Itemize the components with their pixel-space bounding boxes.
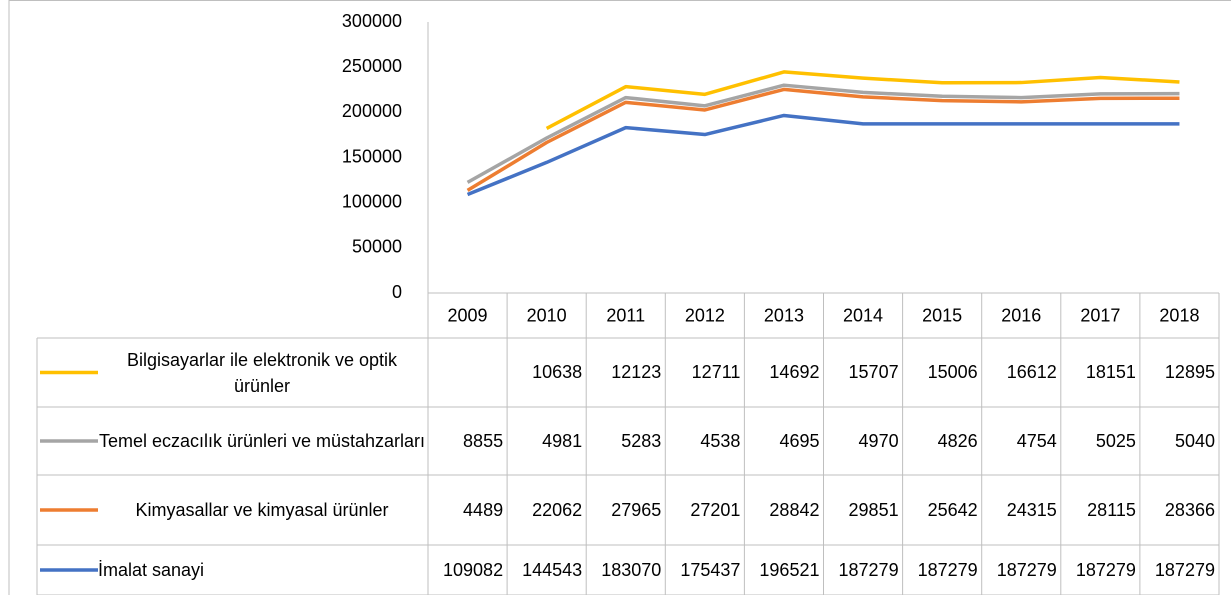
data-table-value: 175437	[680, 559, 741, 580]
series-line	[466, 87, 1180, 192]
y-tick-label: 100000	[342, 191, 402, 211]
data-table-value: 4538	[700, 430, 741, 451]
x-tick-label: 2014	[843, 305, 883, 325]
series-line	[466, 113, 1180, 197]
data-table-value: 10638	[532, 362, 583, 382]
legend-label: Temel eczacılık ürünleri ve müstahzarlar…	[98, 431, 426, 451]
data-table-value: 4826	[937, 430, 978, 451]
x-tick-label: 2018	[1159, 305, 1199, 325]
data-table-value: 5025	[1095, 430, 1136, 451]
series-line	[545, 70, 1180, 130]
data-table-value: 27965	[611, 499, 662, 520]
data-table-value: 12895	[1164, 362, 1215, 382]
data-table-value: 15006	[927, 362, 978, 382]
legend-label: Kimyasallar ve kimyasal ürünler	[135, 500, 389, 520]
legend-label: Bilgisayarlar ile elektronik ve optik ür…	[126, 349, 398, 396]
data-table-value: 5040	[1174, 430, 1215, 451]
data-table-value: 187279	[838, 559, 899, 580]
x-tick-label: 2015	[922, 305, 962, 325]
data-table-value: 5283	[621, 430, 662, 451]
y-tick-label: 0	[392, 282, 402, 302]
data-table-value: 25642	[927, 499, 978, 520]
data-table-value: 28366	[1164, 499, 1215, 520]
x-tick-label: 2016	[1001, 305, 1041, 325]
y-tick-label: 150000	[342, 146, 402, 166]
data-table-value: 4970	[858, 430, 899, 451]
data-table-value: 109082	[443, 559, 504, 580]
data-table-value: 12711	[691, 362, 741, 382]
data-table-value: 4695	[779, 430, 820, 451]
data-table-value: 12123	[611, 362, 662, 382]
data-table-value: 15707	[848, 362, 899, 382]
y-tick-label: 200000	[342, 101, 402, 121]
x-tick-label: 2009	[448, 305, 488, 325]
data-table-value: 8855	[463, 430, 504, 451]
data-table-value: 28115	[1087, 499, 1136, 520]
x-tick-label: 2010	[527, 305, 567, 325]
y-tick-label: 300000	[342, 11, 402, 31]
data-table-value: 29851	[848, 499, 899, 520]
data-table-value: 144543	[522, 559, 583, 580]
data-table-value: 4754	[1016, 430, 1057, 451]
data-table-value: 187279	[996, 559, 1057, 580]
x-tick-label: 2012	[685, 305, 725, 325]
data-table-value: 187279	[1154, 559, 1215, 580]
data-table-value: 28842	[769, 499, 820, 520]
data-table-value: 24315	[1006, 499, 1057, 520]
series-line	[466, 83, 1180, 184]
x-tick-label: 2013	[764, 305, 804, 325]
legend-label: İmalat sanayi	[98, 560, 205, 580]
y-tick-label: 50000	[352, 237, 402, 257]
data-table-value: 18151	[1085, 362, 1136, 382]
data-table-value: 16612	[1006, 362, 1057, 382]
data-table-value: 22062	[532, 499, 583, 520]
data-table-value: 14692	[769, 362, 820, 382]
data-table-value: 196521	[759, 559, 820, 580]
data-table-value: 187279	[917, 559, 978, 580]
x-tick-label: 2017	[1080, 305, 1120, 325]
data-table-value: 183070	[601, 559, 662, 580]
x-tick-label: 2011	[606, 305, 645, 325]
data-table-value: 4981	[542, 430, 583, 451]
y-tick-label: 250000	[342, 56, 402, 76]
data-table-value: 4489	[463, 499, 504, 520]
data-table-value: 187279	[1075, 559, 1136, 580]
data-table-value: 27201	[690, 499, 741, 520]
